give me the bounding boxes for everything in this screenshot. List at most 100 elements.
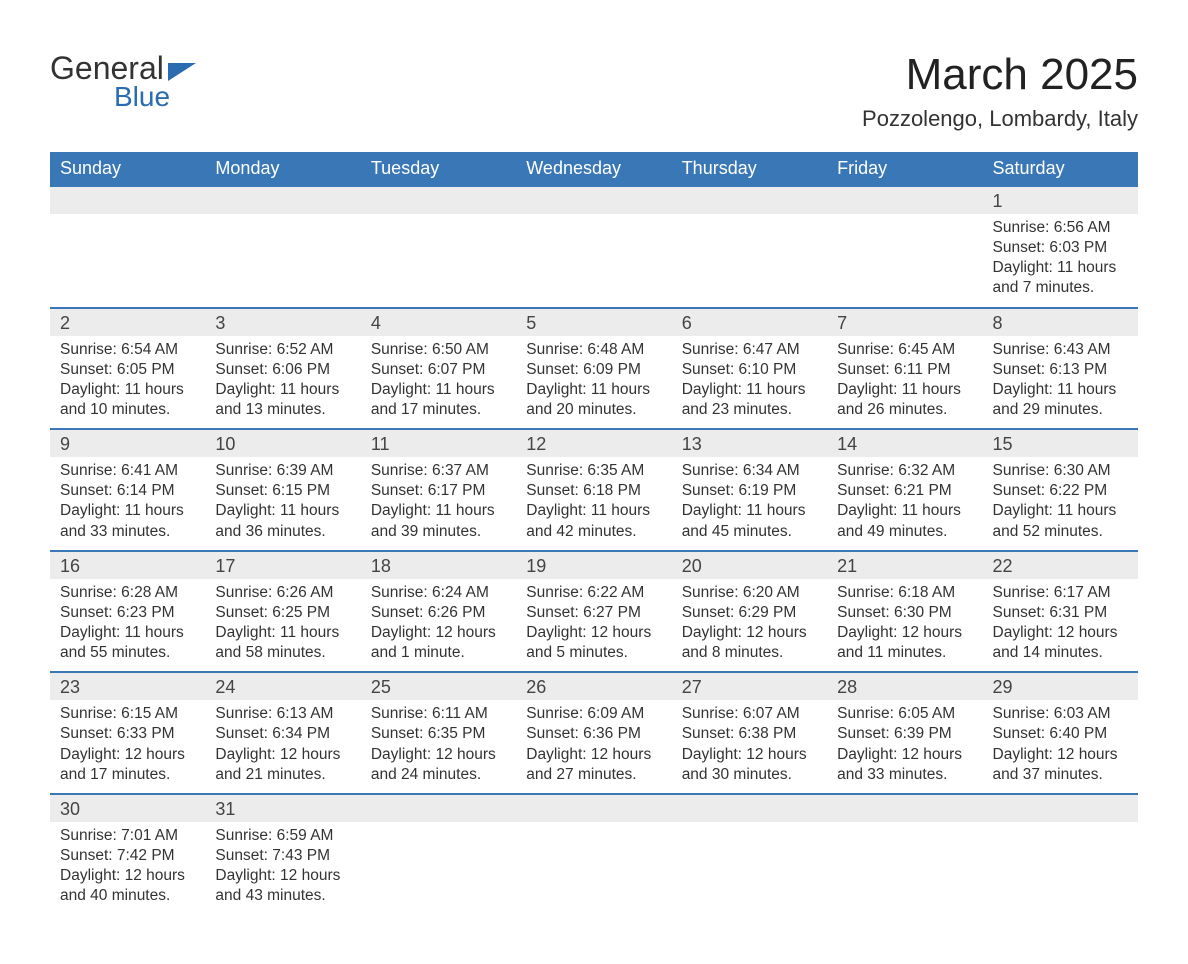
day-details: Sunrise: 6:34 AMSunset: 6:19 PMDaylight:…: [672, 457, 827, 550]
day-number: 20: [672, 552, 827, 579]
day-detail-cell: Sunrise: 6:15 AMSunset: 6:33 PMDaylight:…: [50, 700, 205, 794]
day-details: Sunrise: 6:52 AMSunset: 6:06 PMDaylight:…: [205, 336, 360, 429]
day-number-cell: 13: [672, 429, 827, 457]
day-number-cell: 29: [983, 672, 1138, 700]
empty-cell: [672, 794, 827, 822]
day-details: Sunrise: 6:09 AMSunset: 6:36 PMDaylight:…: [516, 700, 671, 793]
empty-cell: [516, 822, 671, 915]
empty-cell: [516, 794, 671, 822]
day-number-cell: 18: [361, 551, 516, 579]
day-number-cell: 19: [516, 551, 671, 579]
day-detail-cell: Sunrise: 6:54 AMSunset: 6:05 PMDaylight:…: [50, 336, 205, 430]
day-number: 6: [672, 309, 827, 336]
day-number: 17: [205, 552, 360, 579]
day-details: Sunrise: 6:50 AMSunset: 6:07 PMDaylight:…: [361, 336, 516, 429]
day-number: 15: [983, 430, 1138, 457]
day-details: Sunrise: 6:20 AMSunset: 6:29 PMDaylight:…: [672, 579, 827, 672]
logo-word-blue: Blue: [114, 81, 196, 113]
empty-cell: [361, 186, 516, 214]
day-number: 8: [983, 309, 1138, 336]
day-details: Sunrise: 6:05 AMSunset: 6:39 PMDaylight:…: [827, 700, 982, 793]
empty-cell: [672, 822, 827, 915]
week-detail-row: Sunrise: 6:54 AMSunset: 6:05 PMDaylight:…: [50, 336, 1138, 430]
day-details: Sunrise: 6:54 AMSunset: 6:05 PMDaylight:…: [50, 336, 205, 429]
empty-cell: [983, 794, 1138, 822]
day-number: 3: [205, 309, 360, 336]
week-detail-row: Sunrise: 6:15 AMSunset: 6:33 PMDaylight:…: [50, 700, 1138, 794]
day-number: 31: [205, 795, 360, 822]
empty-cell: [827, 214, 982, 308]
empty-cell: [672, 214, 827, 308]
day-number: 25: [361, 673, 516, 700]
day-details: Sunrise: 6:22 AMSunset: 6:27 PMDaylight:…: [516, 579, 671, 672]
week-daynum-row: 9101112131415: [50, 429, 1138, 457]
day-number: 9: [50, 430, 205, 457]
day-number-cell: 6: [672, 308, 827, 336]
day-details: Sunrise: 6:26 AMSunset: 6:25 PMDaylight:…: [205, 579, 360, 672]
empty-cell: [516, 214, 671, 308]
day-number: 11: [361, 430, 516, 457]
week-detail-row: Sunrise: 7:01 AMSunset: 7:42 PMDaylight:…: [50, 822, 1138, 915]
day-number-cell: 31: [205, 794, 360, 822]
day-number-cell: 10: [205, 429, 360, 457]
day-number-cell: 15: [983, 429, 1138, 457]
day-detail-cell: Sunrise: 6:11 AMSunset: 6:35 PMDaylight:…: [361, 700, 516, 794]
day-details: Sunrise: 6:07 AMSunset: 6:38 PMDaylight:…: [672, 700, 827, 793]
week-daynum-row: 3031: [50, 794, 1138, 822]
day-detail-cell: Sunrise: 6:37 AMSunset: 6:17 PMDaylight:…: [361, 457, 516, 551]
day-number-cell: 14: [827, 429, 982, 457]
col-saturday: Saturday: [983, 152, 1138, 186]
day-details: Sunrise: 6:28 AMSunset: 6:23 PMDaylight:…: [50, 579, 205, 672]
col-thursday: Thursday: [672, 152, 827, 186]
col-monday: Monday: [205, 152, 360, 186]
empty-cell: [50, 214, 205, 308]
day-detail-cell: Sunrise: 6:17 AMSunset: 6:31 PMDaylight:…: [983, 579, 1138, 673]
day-detail-cell: Sunrise: 6:50 AMSunset: 6:07 PMDaylight:…: [361, 336, 516, 430]
day-details: Sunrise: 6:39 AMSunset: 6:15 PMDaylight:…: [205, 457, 360, 550]
day-detail-cell: Sunrise: 6:47 AMSunset: 6:10 PMDaylight:…: [672, 336, 827, 430]
day-number: 1: [983, 187, 1138, 214]
day-number: 7: [827, 309, 982, 336]
day-detail-cell: Sunrise: 6:26 AMSunset: 6:25 PMDaylight:…: [205, 579, 360, 673]
week-detail-row: Sunrise: 6:28 AMSunset: 6:23 PMDaylight:…: [50, 579, 1138, 673]
day-number-cell: 2: [50, 308, 205, 336]
day-number-cell: 12: [516, 429, 671, 457]
day-number-cell: 30: [50, 794, 205, 822]
day-number-cell: 17: [205, 551, 360, 579]
day-number-cell: 1: [983, 186, 1138, 214]
day-detail-cell: Sunrise: 6:32 AMSunset: 6:21 PMDaylight:…: [827, 457, 982, 551]
day-number-cell: 27: [672, 672, 827, 700]
day-detail-cell: Sunrise: 6:52 AMSunset: 6:06 PMDaylight:…: [205, 336, 360, 430]
empty-cell: [205, 186, 360, 214]
empty-cell: [827, 186, 982, 214]
day-details: Sunrise: 6:35 AMSunset: 6:18 PMDaylight:…: [516, 457, 671, 550]
day-number-cell: 16: [50, 551, 205, 579]
day-details: Sunrise: 6:59 AMSunset: 7:43 PMDaylight:…: [205, 822, 360, 915]
day-detail-cell: Sunrise: 6:13 AMSunset: 6:34 PMDaylight:…: [205, 700, 360, 794]
triangle-icon: [168, 63, 196, 81]
day-number: 18: [361, 552, 516, 579]
brand-logo: General Blue: [50, 50, 196, 113]
day-detail-cell: Sunrise: 6:56 AMSunset: 6:03 PMDaylight:…: [983, 214, 1138, 308]
col-tuesday: Tuesday: [361, 152, 516, 186]
col-wednesday: Wednesday: [516, 152, 671, 186]
day-number: 13: [672, 430, 827, 457]
day-detail-cell: Sunrise: 6:09 AMSunset: 6:36 PMDaylight:…: [516, 700, 671, 794]
day-number-cell: 5: [516, 308, 671, 336]
col-friday: Friday: [827, 152, 982, 186]
day-number: 21: [827, 552, 982, 579]
day-details: Sunrise: 6:47 AMSunset: 6:10 PMDaylight:…: [672, 336, 827, 429]
day-detail-cell: Sunrise: 6:05 AMSunset: 6:39 PMDaylight:…: [827, 700, 982, 794]
day-detail-cell: Sunrise: 6:24 AMSunset: 6:26 PMDaylight:…: [361, 579, 516, 673]
day-detail-cell: Sunrise: 6:41 AMSunset: 6:14 PMDaylight:…: [50, 457, 205, 551]
day-detail-cell: Sunrise: 6:20 AMSunset: 6:29 PMDaylight:…: [672, 579, 827, 673]
day-number-cell: 24: [205, 672, 360, 700]
day-number-cell: 22: [983, 551, 1138, 579]
day-number-cell: 25: [361, 672, 516, 700]
day-number: 4: [361, 309, 516, 336]
day-details: Sunrise: 6:48 AMSunset: 6:09 PMDaylight:…: [516, 336, 671, 429]
day-number: 14: [827, 430, 982, 457]
empty-cell: [50, 186, 205, 214]
day-detail-cell: Sunrise: 6:48 AMSunset: 6:09 PMDaylight:…: [516, 336, 671, 430]
day-detail-cell: Sunrise: 6:43 AMSunset: 6:13 PMDaylight:…: [983, 336, 1138, 430]
